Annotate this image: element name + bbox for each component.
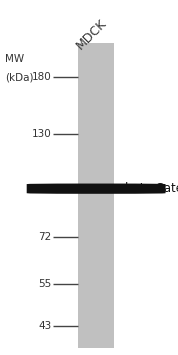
Text: 95: 95 <box>38 184 52 193</box>
Bar <box>78 43 114 348</box>
Text: 180: 180 <box>32 72 52 82</box>
Text: MW: MW <box>5 54 24 64</box>
Text: 55: 55 <box>38 279 52 289</box>
Text: 130: 130 <box>32 129 52 139</box>
Text: 43: 43 <box>38 321 52 332</box>
Text: 72: 72 <box>38 232 52 242</box>
Text: MDCK: MDCK <box>74 17 109 52</box>
Text: (kDa): (kDa) <box>5 72 34 82</box>
Text: beta Catenin: beta Catenin <box>125 182 178 195</box>
FancyBboxPatch shape <box>27 184 166 194</box>
